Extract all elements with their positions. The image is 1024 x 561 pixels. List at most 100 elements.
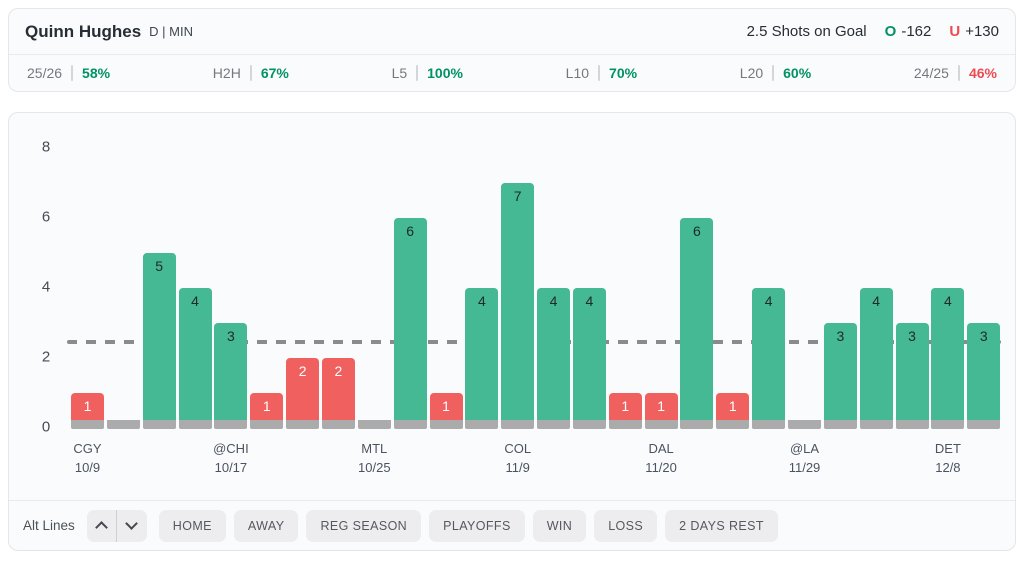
game-bar-value: 4	[752, 288, 786, 420]
game-bar[interactable]: 3	[823, 323, 857, 429]
shots-chart-card: 0 2 4 6 8 1 CGY 10/9 5 4 3 @CHI 10/17 1 2 2 MTL 10/25 6 1 4 7…	[8, 112, 1016, 551]
game-bar-base	[931, 420, 965, 429]
game-bar[interactable]: 1	[250, 393, 284, 429]
game-date-label: 11/20	[645, 459, 677, 475]
filter-button-win[interactable]: WIN	[532, 509, 587, 542]
game-bar-value: 2	[286, 358, 320, 420]
filter-button-away[interactable]: AWAY	[233, 509, 299, 542]
alt-line-down-button[interactable]	[117, 510, 147, 542]
game-bar[interactable]: 1	[71, 393, 104, 429]
game-bar-base	[501, 420, 535, 429]
game-bar-base	[644, 420, 678, 429]
game-bar-value: 3	[823, 323, 857, 420]
game-bar[interactable]: 5	[142, 253, 176, 429]
split-value: 67%	[260, 65, 289, 81]
x-axis-label: DAL 11/20	[645, 440, 677, 478]
game-bar[interactable]: 2	[286, 358, 320, 429]
filter-button-reg-season[interactable]: REG SEASON	[306, 509, 422, 542]
header-right: 2.5 Shots on Goal O -162 U +130	[747, 23, 999, 40]
game-date-label: 10/25	[358, 459, 391, 475]
opponent-label: COL	[504, 441, 532, 456]
split-value: 100%	[427, 65, 463, 81]
game-bar[interactable]: 7	[501, 183, 535, 429]
chevron-up-icon	[94, 521, 108, 534]
game-bar[interactable]: 1	[716, 393, 750, 429]
under-odds-value: +130	[965, 23, 999, 40]
split-item: 24/25 46%	[914, 65, 997, 81]
game-bar[interactable]: 4	[572, 288, 606, 429]
split-label: L20	[739, 65, 764, 81]
over-indicator: O	[884, 23, 897, 40]
over-odds[interactable]: O -162	[885, 23, 932, 40]
x-axis-label: COL 11/9	[504, 440, 531, 478]
split-value: 58%	[82, 65, 111, 81]
bar-chart: 0 2 4 6 8 1 CGY 10/9 5 4 3 @CHI 10/17 1 2 2 MTL 10/25 6 1 4 7…	[9, 113, 1015, 500]
game-bar[interactable]: 4	[752, 288, 786, 429]
game-bar-value: 3	[967, 323, 1001, 420]
split-item: L5 100%	[392, 65, 463, 81]
game-bar-value: 3	[895, 323, 929, 420]
game-bar[interactable]: 1	[429, 393, 463, 429]
game-bar-value: 1	[608, 393, 642, 420]
game-bar[interactable]: 4	[178, 288, 212, 429]
game-bar[interactable]	[788, 420, 821, 429]
game-bar[interactable]	[357, 420, 391, 429]
y-axis-tick: 8	[41, 138, 51, 156]
filter-button-group: HOME AWAY REG SEASON PLAYOFFS WIN LOSS 2 DAYS …	[158, 509, 778, 542]
game-bar[interactable]: 3	[895, 323, 929, 429]
game-bar[interactable]: 4	[537, 288, 571, 429]
game-bar-value: 1	[644, 393, 678, 420]
split-divider	[71, 65, 74, 81]
game-bar[interactable]	[106, 420, 140, 429]
game-bar-value: 4	[859, 288, 893, 420]
game-bar[interactable]: 3	[214, 323, 248, 429]
filter-button-2-days-rest[interactable]: 2 DAYS REST	[665, 509, 778, 542]
game-bar[interactable]: 6	[680, 218, 714, 429]
split-item: L10 70%	[566, 65, 637, 81]
game-bar-base	[321, 420, 355, 429]
game-bar-value: 7	[501, 183, 535, 420]
filter-button-home[interactable]: HOME	[158, 509, 226, 542]
game-bar[interactable]: 1	[644, 393, 678, 429]
split-label: 25/26	[27, 65, 63, 81]
x-axis-label: @LA 11/29	[789, 440, 821, 478]
split-divider	[957, 65, 960, 81]
filter-button-playoffs[interactable]: PLAYOFFS	[429, 509, 525, 542]
game-bar-base	[859, 420, 893, 429]
game-bar-base	[895, 420, 929, 429]
opponent-label: @LA	[789, 441, 820, 456]
header-row: Quinn Hughes D | MIN 2.5 Shots on Goal O…	[9, 9, 1015, 55]
split-value: 60%	[783, 65, 812, 81]
game-bar[interactable]: 3	[967, 323, 1001, 429]
game-bar-base	[788, 420, 821, 429]
alt-line-up-button[interactable]	[87, 509, 117, 542]
under-odds[interactable]: U +130	[949, 23, 999, 40]
game-bar-base	[106, 420, 140, 429]
game-date-label: 10/17	[214, 459, 248, 475]
game-bar-value: 3	[214, 323, 248, 420]
game-bar-base	[142, 420, 176, 429]
y-axis-tick: 2	[41, 348, 51, 366]
game-bar-base	[393, 420, 427, 429]
over-odds-value: -162	[901, 23, 932, 40]
game-bar[interactable]: 4	[859, 288, 893, 429]
filter-button-loss[interactable]: LOSS	[594, 509, 658, 542]
split-divider	[416, 65, 419, 81]
split-label: 24/25	[913, 65, 949, 81]
game-bar[interactable]: 4	[465, 288, 499, 429]
split-divider	[598, 65, 601, 81]
game-bar[interactable]: 4	[931, 288, 965, 429]
game-bar-value: 1	[71, 393, 104, 420]
game-bar[interactable]: 2	[321, 358, 355, 429]
game-date-label: 11/9	[505, 459, 530, 475]
game-bar[interactable]: 6	[393, 218, 427, 429]
x-axis-label: MTL 10/25	[358, 440, 391, 478]
game-bar-base	[537, 420, 571, 429]
game-bar-base	[752, 420, 786, 429]
split-item: 25/26 58%	[27, 65, 110, 81]
split-divider	[249, 65, 252, 81]
game-bar-value: 6	[680, 218, 714, 420]
game-bar[interactable]: 1	[608, 393, 642, 429]
split-item: H2H 67%	[213, 65, 289, 81]
under-indicator: U	[949, 23, 961, 40]
